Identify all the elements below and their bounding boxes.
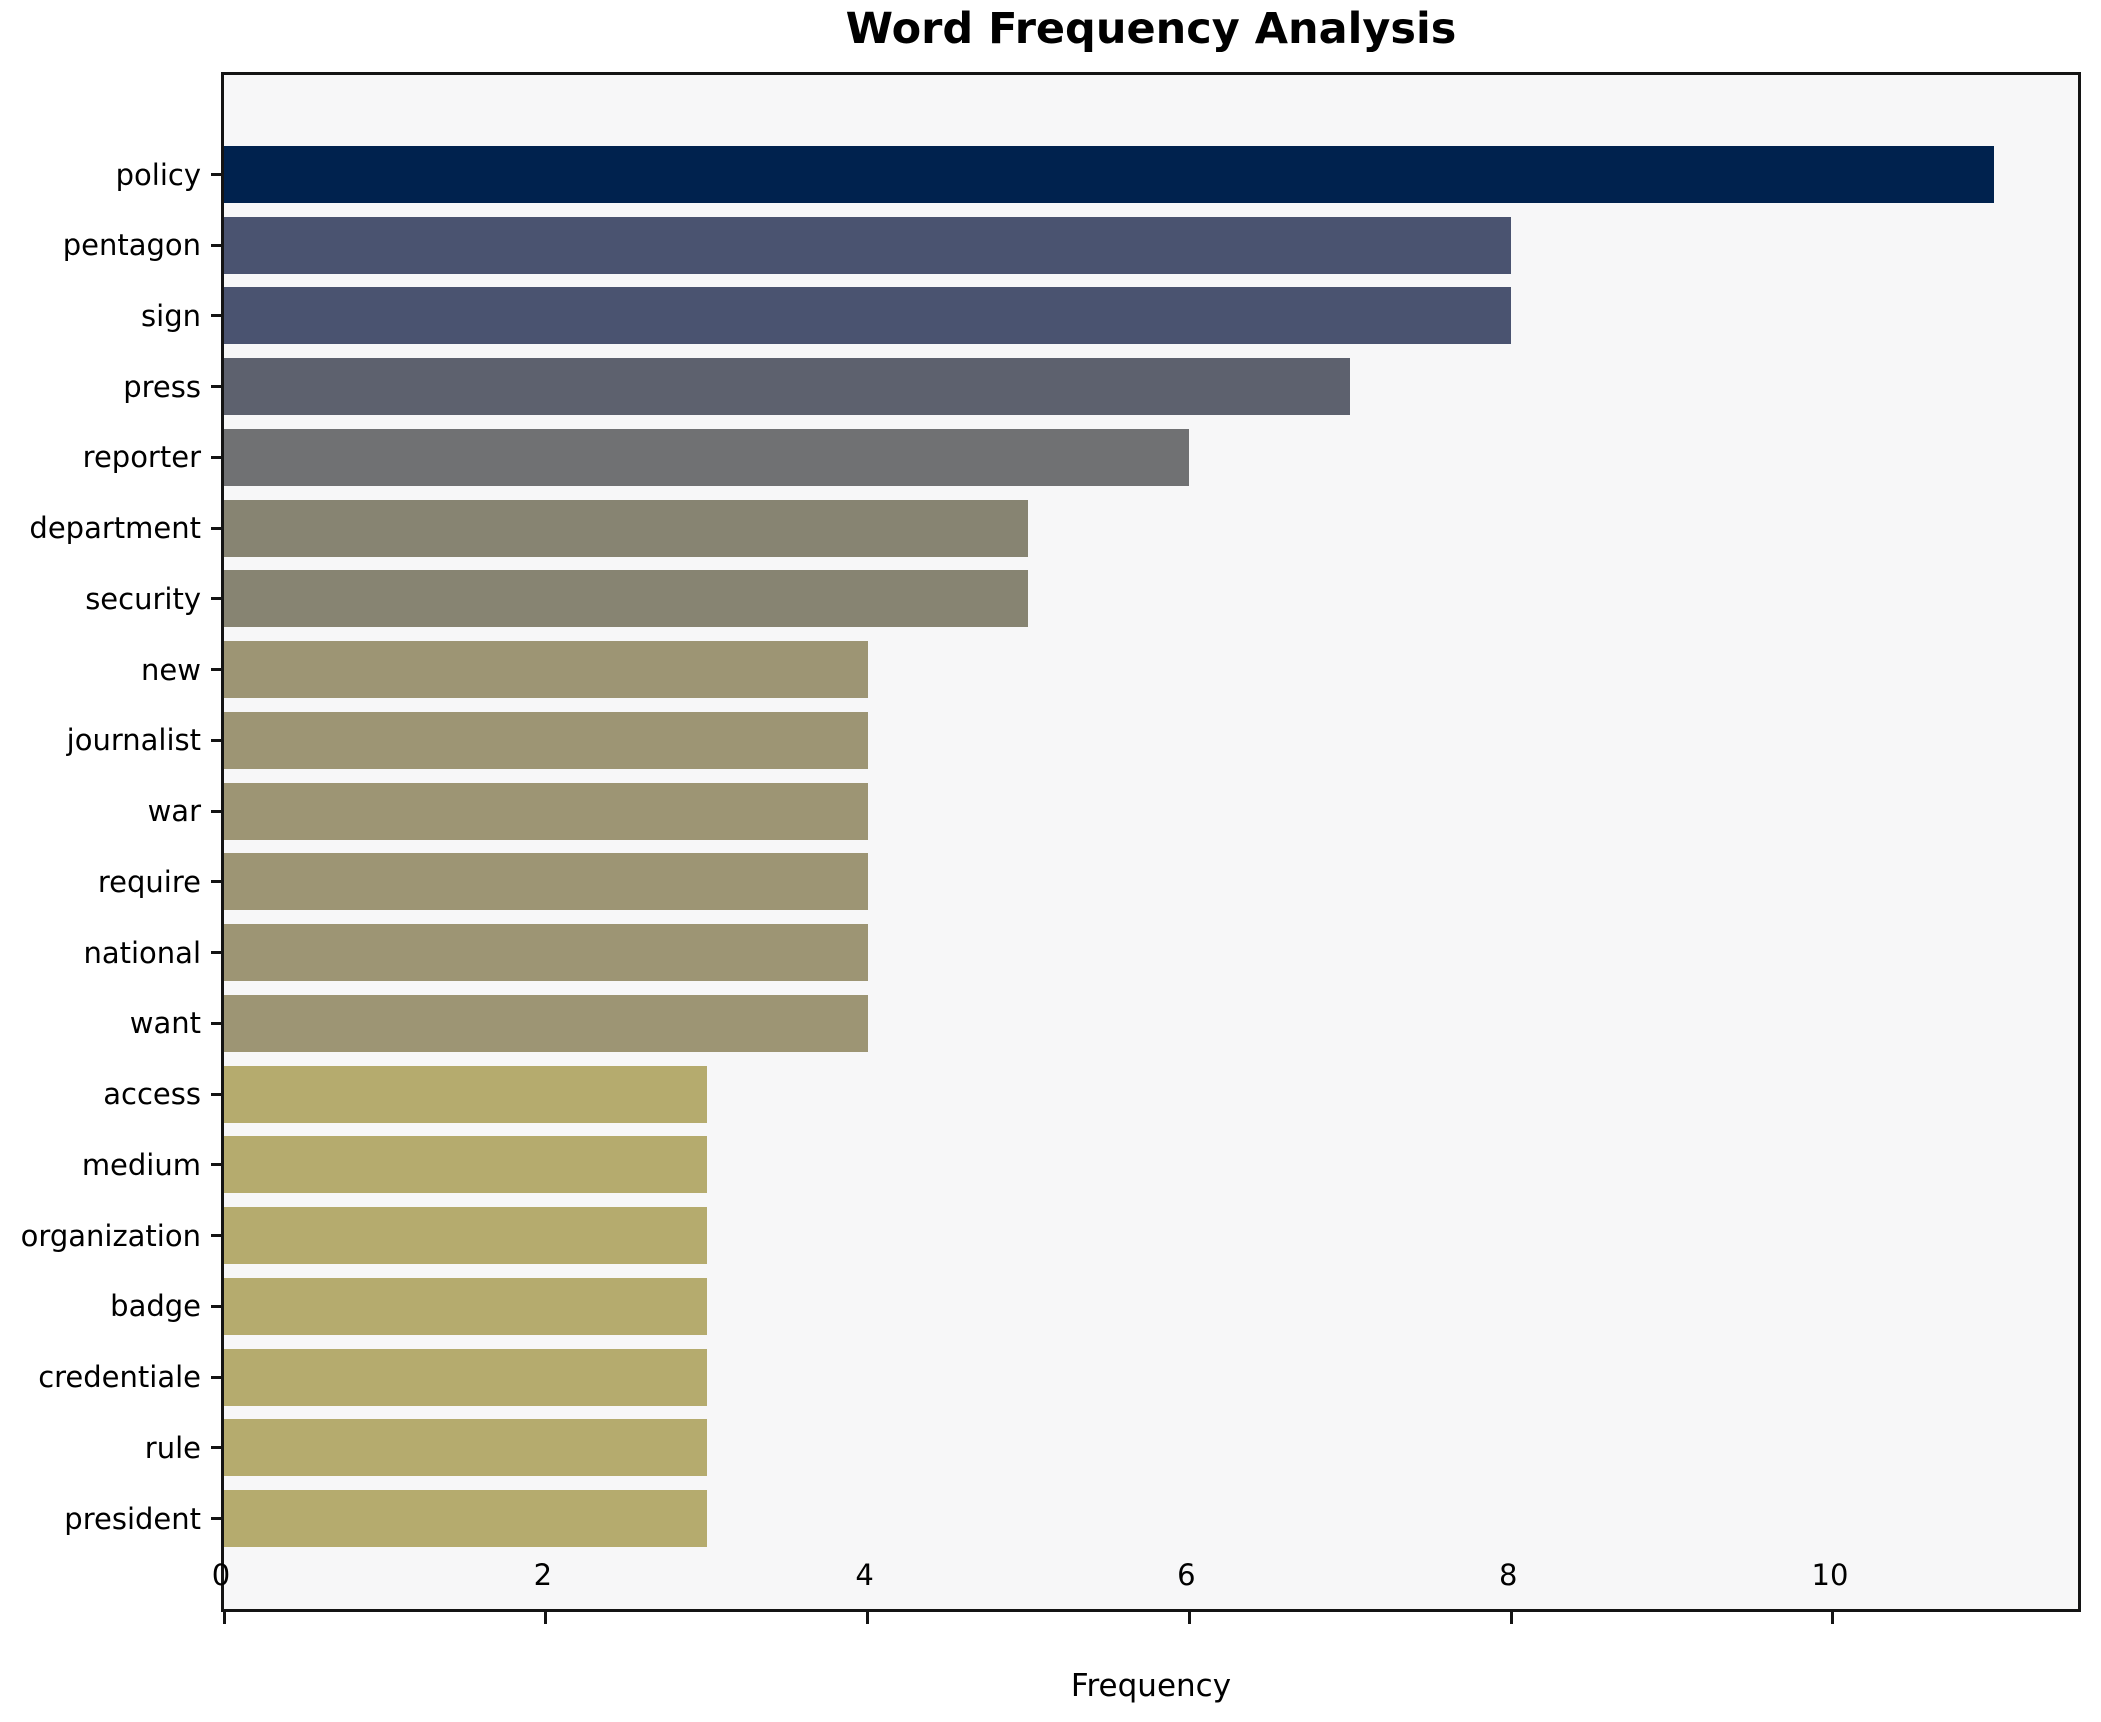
y-tick-mark — [211, 1021, 221, 1025]
y-tick-mark — [211, 880, 221, 884]
bar-sign — [224, 287, 1512, 345]
y-tick-mark — [211, 173, 221, 176]
plot-area: policy pentagon sign press reporter departmen… — [21, 72, 2081, 1624]
y-tick-mark — [211, 597, 221, 601]
bar-credentiale — [224, 1348, 707, 1406]
y-tick-mark — [211, 243, 221, 247]
x-tick-label-8: 8 — [1498, 1558, 1518, 1592]
bar-rule — [224, 1419, 707, 1477]
y-tick-mark — [211, 526, 221, 530]
x-tick-mark — [1509, 1612, 1513, 1624]
x-tick-mark — [544, 1612, 548, 1624]
y-tick-mark — [211, 1163, 221, 1167]
y-tick-mark — [211, 1304, 221, 1308]
bar-president — [224, 1490, 707, 1548]
y-axis-label-require: require — [97, 864, 201, 899]
y-tick-mark — [211, 385, 221, 389]
y-tick-mark — [211, 1234, 221, 1238]
bar-badge — [224, 1277, 707, 1335]
y-axis-label-access: access — [103, 1077, 201, 1112]
y-axis-label-rule: rule — [144, 1430, 201, 1465]
x-tick-label-10: 10 — [1811, 1558, 1849, 1592]
y-axis-label-new: new — [141, 652, 201, 687]
bar-war — [224, 782, 868, 840]
y-axis-label-department: department — [29, 511, 201, 546]
bar-require — [224, 853, 868, 911]
x-tick-mark — [1187, 1612, 1191, 1624]
y-tick-mark — [211, 455, 221, 459]
bar-medium — [224, 1136, 707, 1194]
bar-pentagon — [224, 216, 1512, 274]
y-tick-mark — [211, 668, 221, 672]
bar-press — [224, 358, 1351, 416]
x-tick-label-4: 4 — [855, 1558, 874, 1592]
bar-national — [224, 924, 868, 982]
y-axis-label-national: national — [83, 935, 201, 970]
y-tick-mark — [211, 738, 221, 742]
bar-journalist — [224, 711, 868, 769]
y-tick-mark — [211, 1517, 221, 1521]
chart-title: Word Frequency Analysis — [845, 4, 1457, 54]
x-tick-label-2: 2 — [533, 1558, 553, 1592]
y-axis-label-reporter: reporter — [82, 440, 201, 475]
x-axis-label: Frequency — [1070, 1668, 1232, 1704]
bar-new — [224, 641, 868, 699]
y-axis-label-medium: medium — [81, 1147, 201, 1182]
y-axis-label-badge: badge — [110, 1289, 201, 1324]
y-axis-label-credentiale: credentiale — [38, 1360, 201, 1395]
bar-want — [224, 994, 868, 1052]
bar-reporter — [224, 428, 1190, 486]
y-axis-label-organization: organization — [20, 1218, 201, 1253]
y-tick-mark — [211, 1092, 221, 1096]
y-axis-label-journalist: journalist — [66, 723, 201, 758]
y-axis-label-policy: policy — [115, 157, 201, 192]
y-axis-label-press: press — [123, 369, 201, 404]
y-axis-label-president: president — [64, 1501, 201, 1536]
x-tick-mark — [1831, 1612, 1835, 1624]
y-tick-mark — [211, 1446, 221, 1450]
bar-security — [224, 570, 1029, 628]
x-tick-label-0: 0 — [211, 1558, 231, 1592]
y-tick-mark — [211, 809, 221, 813]
y-axis-label-war: war — [147, 794, 201, 829]
y-axis-label-pentagon: pentagon — [62, 228, 201, 263]
x-tick-mark — [866, 1612, 870, 1624]
y-axis-label-sign: sign — [141, 298, 201, 333]
bar-organization — [224, 1207, 707, 1265]
y-tick-mark — [211, 1375, 221, 1379]
y-axis-label-security: security — [85, 581, 201, 616]
x-tick-label-6: 6 — [1177, 1558, 1196, 1592]
y-tick-mark — [211, 951, 221, 955]
y-tick-mark — [211, 314, 221, 318]
bar-policy — [224, 146, 1994, 203]
y-axis-label-want: want — [129, 1006, 201, 1041]
x-tick-mark — [222, 1612, 226, 1624]
bar-access — [224, 1065, 707, 1123]
bar-department — [224, 499, 1029, 557]
